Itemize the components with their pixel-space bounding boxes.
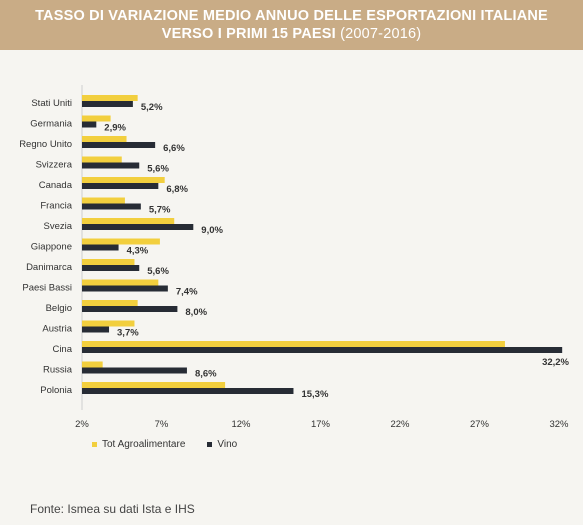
category-label: Svezia (43, 221, 72, 232)
category-label: Polonia (40, 385, 72, 396)
bar-tot (82, 382, 226, 388)
bar-tot (82, 197, 125, 204)
value-label: 8,6% (195, 369, 217, 380)
x-tick-label: 2% (75, 419, 89, 430)
bar-vino (82, 306, 178, 312)
value-label: 5,7% (149, 205, 171, 216)
x-tick-label: 32% (549, 419, 569, 430)
bar-vino (82, 203, 141, 210)
bar-tot (82, 95, 138, 101)
value-label: 15,3% (301, 389, 328, 400)
category-label: Belgio (46, 303, 72, 314)
legend-label-vino: Vino (217, 439, 238, 450)
value-label: 3,7% (117, 328, 139, 339)
bar-vino (82, 285, 168, 292)
bar-vino (82, 224, 194, 230)
chart-legend: Tot Agroalimentare Vino (92, 439, 237, 450)
category-label: Germania (30, 119, 72, 130)
x-tick-label: 12% (231, 419, 251, 430)
value-label: 6,6% (163, 143, 185, 154)
chart-title-main: VERSO I PRIMI 15 PAESI (161, 26, 336, 42)
bar-vino (82, 244, 119, 251)
bar-tot (82, 218, 175, 224)
value-label: 5,2% (141, 102, 163, 113)
chart-title-period: (2007-2016) (340, 26, 422, 42)
category-label: Danimarca (26, 262, 73, 273)
category-label: Regno Unito (19, 139, 72, 150)
value-label: 7,4% (176, 287, 198, 298)
legend-swatch-vino (207, 442, 213, 447)
value-label: 5,6% (147, 164, 169, 175)
bar-tot (82, 279, 159, 286)
x-tick-label: 22% (390, 419, 410, 430)
category-label: Russia (43, 365, 73, 376)
bar-vino (82, 142, 156, 148)
bar-tot (82, 177, 165, 183)
bar-vino (82, 367, 187, 374)
bar-chart: Stati Uniti 5,2% Germania 2,9% Regno Unito 6,… (19, 85, 570, 430)
legend-item-vino: Vino (207, 439, 237, 450)
legend-swatch-tot (92, 442, 97, 447)
x-tick-label: 7% (155, 419, 169, 430)
value-label: 32,2% (542, 357, 569, 368)
bar-vino (82, 162, 140, 169)
bar-tot (82, 361, 103, 368)
bar-vino (82, 265, 140, 271)
value-label: 2,9% (104, 123, 126, 134)
category-label: Svizzera (36, 160, 73, 171)
bar-tot (82, 320, 135, 327)
bar-vino (82, 101, 133, 107)
value-label: 9,0% (201, 225, 223, 236)
bar-vino (82, 347, 563, 353)
bar-tot (82, 156, 122, 163)
legend-item-tot: Tot Agroalimentare (92, 439, 185, 450)
value-label: 8,0% (185, 307, 207, 318)
category-label: Canada (39, 180, 73, 191)
bar-tot (82, 259, 135, 265)
chart-title-line1: TASSO DI VARIAZIONE MEDIO ANNUO DELLE ES… (35, 8, 548, 24)
bar-vino (82, 121, 97, 128)
bar-tot (82, 238, 160, 245)
bar-vino (82, 326, 110, 333)
category-label: Paesi Bassi (22, 283, 72, 294)
chart-title-line2: VERSO I PRIMI 15 PAESI (2007-2016) (0, 25, 583, 43)
bar-tot (82, 115, 111, 122)
bar-tot (82, 341, 505, 347)
x-tick-label: 27% (470, 419, 490, 430)
category-label: Giappone (31, 242, 72, 253)
bar-tot (82, 300, 138, 306)
category-label: Stati Uniti (31, 98, 72, 109)
category-label: Austria (42, 324, 72, 335)
category-label: Cina (52, 344, 72, 355)
bar-tot (82, 136, 127, 142)
bar-vino (82, 183, 159, 189)
value-label: 5,6% (147, 266, 169, 277)
value-label: 6,8% (166, 184, 188, 195)
legend-label-tot: Tot Agroalimentare (102, 439, 186, 450)
chart-header: TASSO DI VARIAZIONE MEDIO ANNUO DELLE ES… (0, 0, 583, 50)
bar-vino (82, 388, 294, 394)
value-label: 4,3% (127, 246, 149, 257)
x-tick-label: 17% (311, 419, 331, 430)
source-note: Fonte: Ismea su dati Ista e IHS (30, 502, 195, 516)
category-label: Francia (40, 201, 72, 212)
